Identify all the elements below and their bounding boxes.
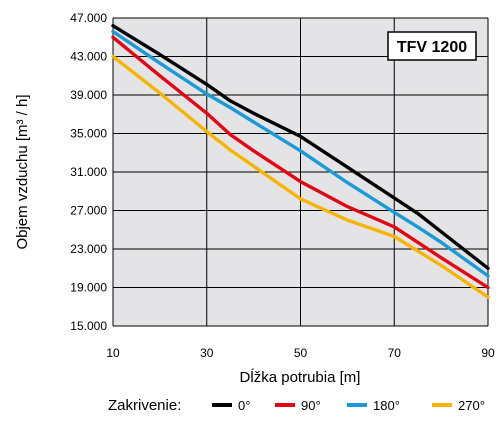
legend-label: 270° xyxy=(458,398,485,413)
y-tick-label: 15.000 xyxy=(70,319,107,333)
x-tick-label: 70 xyxy=(388,346,402,360)
y-tick-label: 43.000 xyxy=(70,50,107,64)
grid-lines xyxy=(112,17,489,327)
series-line xyxy=(111,24,490,270)
x-tick-label: 50 xyxy=(294,346,308,360)
legend-label: 0° xyxy=(238,398,250,413)
y-tick-label: 47.000 xyxy=(70,11,107,25)
x-tick-label: 30 xyxy=(200,346,214,360)
series-line xyxy=(111,29,490,278)
y-tick-labels: 15.000 19.000 23.000 27.000 31.000 35.000 39.0… xyxy=(70,11,107,333)
x-tick-labels: 10 30 50 70 90 xyxy=(106,346,495,360)
series-line xyxy=(111,35,490,290)
y-tick-label: 27.000 xyxy=(70,204,107,218)
legend-title: Zakrivenie: xyxy=(108,397,181,414)
chart-title: TFV 1200 xyxy=(397,39,467,56)
y-axis-label: Objem vzduchu [m³ / h] xyxy=(14,94,31,249)
legend: Zakrivenie: 0° 90° 180° 270° xyxy=(108,397,485,414)
y-tick-label: 31.000 xyxy=(70,165,107,179)
y-tick-label: 23.000 xyxy=(70,242,107,256)
chart-title-badge: TFV 1200 xyxy=(387,31,477,61)
y-tick-label: 19.000 xyxy=(70,281,107,295)
legend-label: 90° xyxy=(301,398,321,413)
series-line xyxy=(111,54,490,299)
legend-label: 180° xyxy=(373,398,400,413)
y-tick-label: 39.000 xyxy=(70,88,107,102)
x-axis-label: Dĺžka potrubia [m] xyxy=(240,368,361,386)
x-tick-label: 10 xyxy=(106,346,120,360)
series-lines xyxy=(111,24,490,299)
y-tick-label: 35.000 xyxy=(70,127,107,141)
x-tick-label: 90 xyxy=(481,346,495,360)
